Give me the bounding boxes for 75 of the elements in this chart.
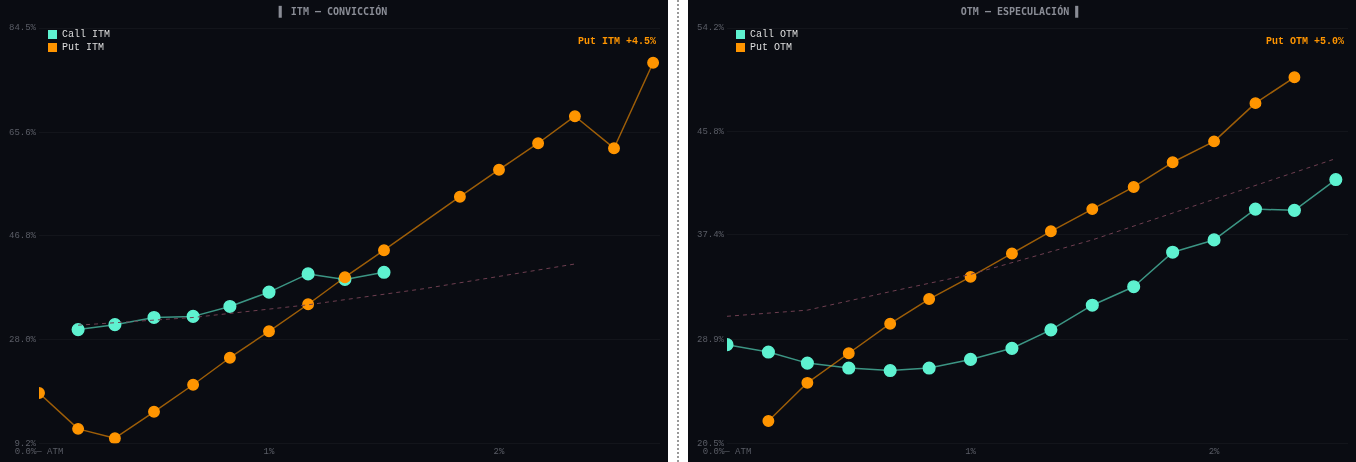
point: [1166, 245, 1180, 259]
point: [148, 405, 160, 418]
y-tick-label: 84.5%: [8, 23, 37, 34]
point: [262, 285, 276, 299]
point: [301, 267, 315, 281]
point: [762, 415, 775, 427]
point: [1127, 180, 1140, 193]
annotation: Put ITM +4.5%: [577, 35, 656, 47]
point: [1086, 203, 1099, 216]
y-tick-label: 54.2%: [696, 23, 725, 34]
x-tick-label: 1%: [263, 446, 275, 457]
y-tick-label: 65.6%: [8, 127, 37, 138]
point: [922, 361, 936, 375]
annotation: Put OTM +5.0%: [1265, 35, 1344, 47]
point: [1085, 298, 1099, 312]
point: [1249, 97, 1262, 110]
point: [71, 323, 85, 337]
y-tick-label: 45.8%: [696, 126, 725, 137]
point: [453, 190, 466, 203]
point: [72, 422, 85, 435]
point: [378, 244, 390, 257]
point: [842, 361, 856, 375]
x-tick-label: 1%: [965, 446, 977, 457]
point: [883, 363, 897, 378]
point: [884, 317, 897, 330]
point: [1044, 323, 1058, 337]
y-tick-label: 28.0%: [8, 334, 37, 345]
x-tick-label: 2%: [493, 446, 505, 457]
point: [108, 432, 121, 444]
y-tick-label: 28.9%: [696, 335, 725, 346]
legend-label: Put ITM: [62, 41, 105, 54]
point: [1005, 341, 1019, 355]
point: [186, 309, 200, 323]
point: [1248, 202, 1263, 216]
point: [223, 299, 237, 313]
point: [1005, 247, 1018, 260]
point: [1166, 156, 1179, 169]
point: [493, 163, 505, 176]
point: [842, 347, 855, 360]
point: [647, 56, 660, 69]
point: [1127, 280, 1141, 294]
chart-title: OTM — ESPECULACIÓN ▌: [960, 4, 1082, 18]
point: [1287, 203, 1301, 217]
point: [108, 318, 122, 332]
chart-title: ▌ ITM — CONVICCIÓN: [277, 4, 388, 18]
point: [1207, 233, 1221, 247]
point: [1044, 225, 1057, 238]
point: [800, 356, 814, 370]
y-tick-label: 20.5%: [696, 438, 725, 449]
point: [963, 352, 978, 366]
y-tick-label: 46.8%: [8, 231, 37, 242]
point: [147, 310, 161, 325]
point: [801, 376, 814, 389]
point: [1288, 71, 1301, 84]
point: [302, 298, 315, 311]
x-tick-label: 0.0%— ATM: [702, 446, 752, 457]
point: [223, 351, 236, 364]
point: [568, 110, 581, 123]
x-tick-label: 2%: [1208, 446, 1221, 457]
point: [263, 325, 275, 338]
point: [761, 345, 775, 359]
y-tick-label: 9.2%: [14, 438, 37, 449]
point: [608, 142, 620, 155]
legend-label: Put OTM: [750, 41, 793, 54]
x-tick-label: 0.0%— ATM: [14, 446, 64, 457]
point: [532, 137, 545, 150]
legend-label: Call ITM: [62, 28, 111, 41]
point: [1208, 135, 1221, 148]
y-tick-label: 37.4%: [696, 230, 725, 241]
point: [964, 270, 977, 283]
point: [377, 265, 391, 279]
point: [923, 293, 936, 305]
legend-label: Call OTM: [750, 28, 799, 41]
point: [1329, 172, 1343, 187]
point: [187, 378, 200, 391]
